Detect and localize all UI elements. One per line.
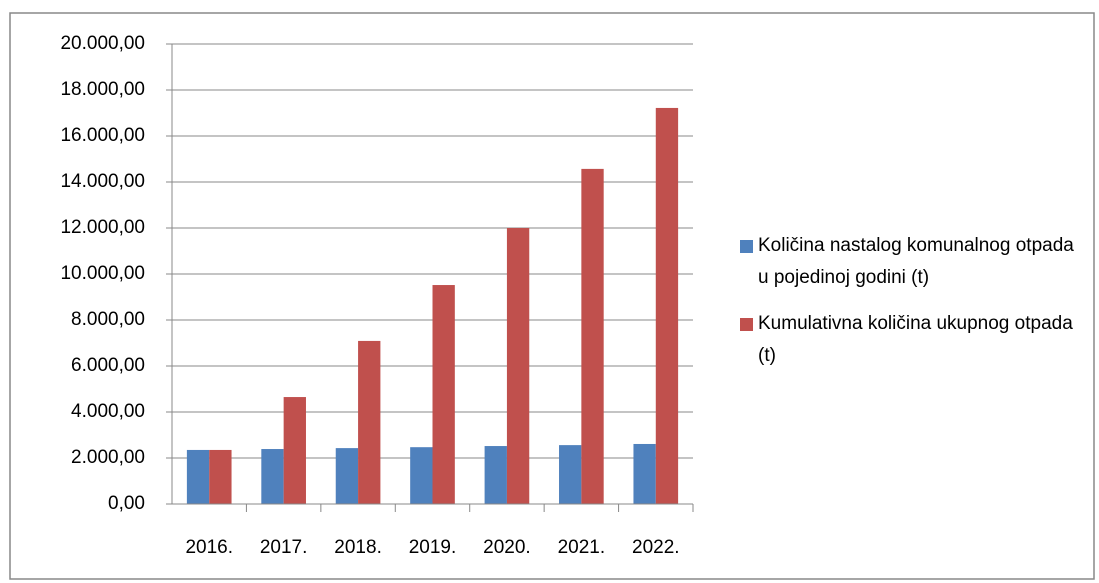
y-tick-label: 16.000,00 — [60, 125, 145, 146]
bar — [484, 446, 507, 504]
bar — [559, 445, 582, 504]
chart-frame — [9, 12, 1095, 580]
legend-label: Količina nastalog komunalnog otpada u po… — [758, 235, 1074, 288]
x-tick-label: 2019. — [409, 537, 457, 558]
x-tick-label: 2016. — [185, 537, 233, 558]
x-tick-label: 2020. — [483, 537, 531, 558]
bar — [410, 447, 433, 504]
y-tick-label: 4.000,00 — [71, 401, 145, 422]
x-tick-label: 2022. — [632, 537, 680, 558]
bar — [283, 397, 306, 504]
y-tick-label: 0,00 — [108, 493, 145, 514]
y-tick-label: 8.000,00 — [71, 309, 145, 330]
x-tick-label: 2021. — [558, 537, 606, 558]
bar — [261, 449, 284, 504]
legend-label: Kumulativna količina ukupnog otpada (t) — [758, 313, 1073, 366]
x-tick-label: 2018. — [334, 537, 382, 558]
bar — [209, 449, 232, 504]
y-tick-label: 10.000,00 — [60, 263, 145, 284]
bar — [581, 168, 604, 504]
bar — [358, 340, 381, 504]
bar — [655, 107, 679, 504]
bar — [186, 449, 210, 504]
x-tick-label: 2017. — [260, 537, 308, 558]
legend-swatch — [740, 240, 753, 253]
y-tick-label: 18.000,00 — [60, 79, 145, 100]
bar — [335, 448, 359, 504]
y-tick-label: 14.000,00 — [60, 171, 145, 192]
y-tick-label: 2.000,00 — [71, 447, 145, 468]
y-tick-label: 12.000,00 — [60, 217, 145, 238]
bar — [633, 443, 656, 504]
y-tick-label: 6.000,00 — [71, 355, 145, 376]
legend-swatch — [740, 318, 753, 331]
y-tick-label: 20.000,00 — [60, 33, 145, 54]
bar — [432, 285, 455, 504]
bar — [506, 228, 530, 504]
